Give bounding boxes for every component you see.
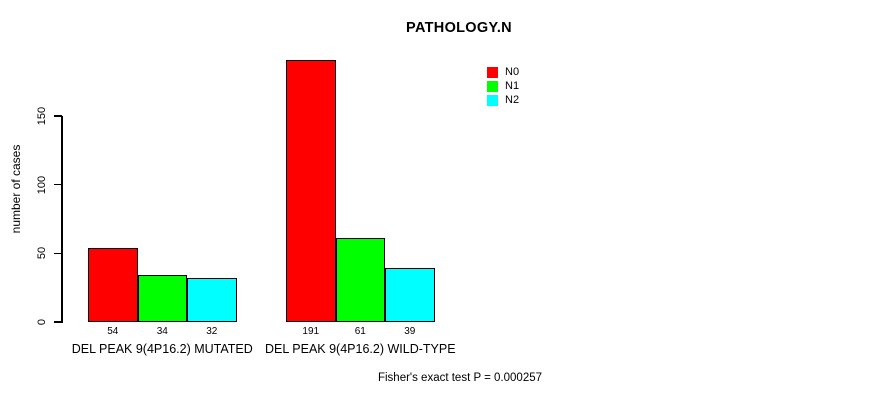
category-label: DEL PEAK 9(4P16.2) MUTATED — [71, 342, 253, 356]
pvalue-annotation: Fisher's exact test P = 0.000257 — [377, 372, 543, 384]
y-tick-label: 0 — [36, 318, 48, 326]
y-tick-mark — [54, 115, 62, 117]
legend-row-n2: N2 — [487, 93, 519, 107]
legend-label: N0 — [505, 65, 520, 78]
bar-value-label: 191 — [302, 326, 320, 337]
legend-label: N2 — [505, 93, 520, 106]
bar-value-label: 61 — [354, 326, 366, 337]
y-tick-mark — [54, 252, 62, 255]
legend-row-n1: N1 — [487, 79, 519, 93]
y-axis-line — [61, 116, 63, 323]
chart-title: PATHOLOGY.N — [406, 20, 512, 36]
y-tick-label: 100 — [36, 175, 48, 194]
bar-n0-group2 — [286, 59, 336, 322]
bar-value-label: 34 — [156, 326, 168, 337]
bar-value-label: 32 — [206, 326, 218, 337]
y-tick-label: 150 — [36, 106, 48, 126]
legend: N0 N1 N2 — [487, 65, 519, 107]
bar-value-label: 39 — [404, 326, 416, 337]
legend-swatch-n0 — [487, 66, 498, 78]
bar-n1-group1 — [137, 275, 187, 322]
y-tick-label: 50 — [36, 247, 48, 260]
legend-swatch-n1 — [487, 80, 498, 92]
bar-n0-group1 — [88, 247, 138, 322]
bar-value-label: 54 — [107, 326, 119, 337]
legend-swatch-n2 — [487, 94, 498, 106]
y-tick-mark — [54, 321, 62, 323]
bar-n2-group2 — [385, 268, 435, 322]
legend-label: N1 — [505, 79, 520, 92]
bar-n2-group1 — [187, 278, 237, 322]
category-label: DEL PEAK 9(4P16.2) WILD-TYPE — [264, 342, 456, 356]
legend-row-n0: N0 — [487, 65, 519, 79]
y-axis-label: number of cases — [9, 144, 23, 234]
bar-n1-group2 — [335, 238, 385, 322]
y-tick-mark — [54, 183, 62, 186]
